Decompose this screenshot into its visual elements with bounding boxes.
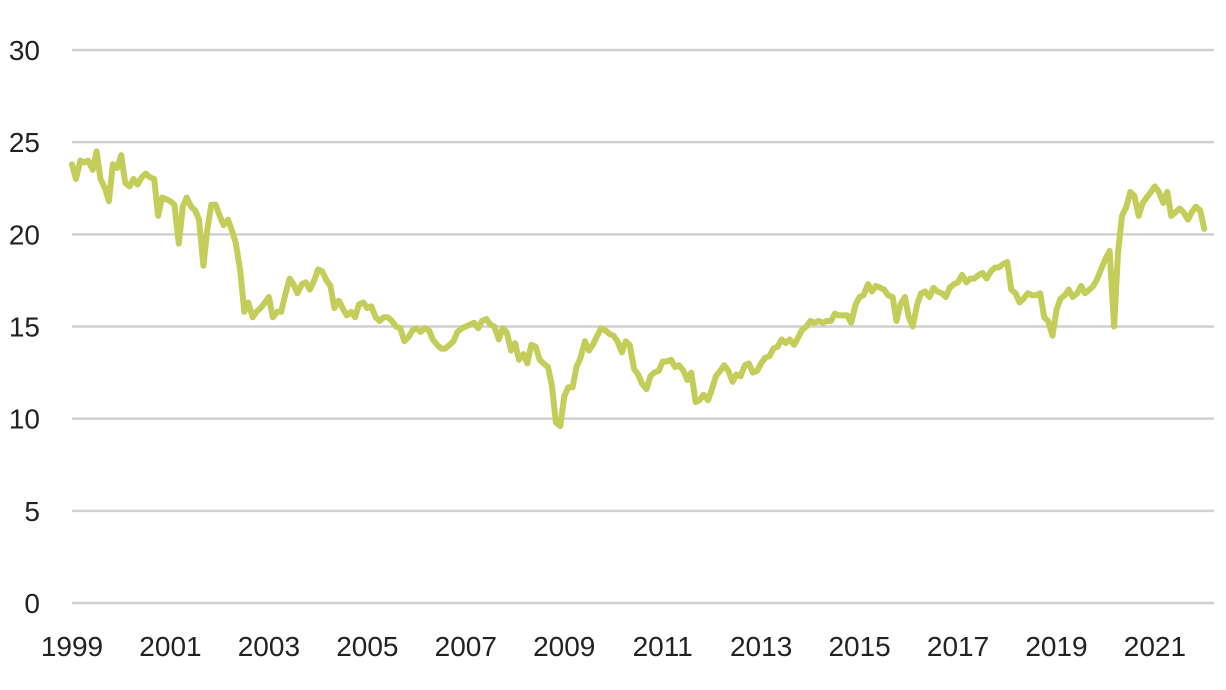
x-tick-label-2005: 2005	[336, 631, 398, 662]
y-tick-label-10: 10	[9, 404, 40, 435]
x-tick-label-2003: 2003	[238, 631, 300, 662]
x-axis-tick-labels: 1999 2001 2003 2005 2007 2009 2011 2013 2015 2017…	[41, 631, 1186, 662]
x-tick-label-2019: 2019	[1025, 631, 1087, 662]
y-tick-label-0: 0	[24, 588, 40, 619]
y-tick-label-30: 30	[9, 35, 40, 66]
series-line-0	[69, 148, 1208, 429]
x-tick-label-2021: 2021	[1124, 631, 1186, 662]
series-layer	[69, 148, 1208, 429]
x-tick-label-2001: 2001	[139, 631, 201, 662]
x-tick-label-2013: 2013	[730, 631, 792, 662]
x-tick-label-2009: 2009	[533, 631, 595, 662]
x-tick-label-2011: 2011	[633, 631, 693, 662]
y-tick-label-20: 20	[9, 219, 40, 250]
x-tick-label-2015: 2015	[828, 631, 890, 662]
x-tick-label-2007: 2007	[435, 631, 497, 662]
y-axis-tick-labels: 0 5 10 15 20 25 30	[9, 35, 40, 619]
y-tick-label-25: 25	[9, 127, 40, 158]
gridlines	[72, 48, 1214, 605]
x-tick-label-2017: 2017	[927, 631, 989, 662]
x-tick-label-1999: 1999	[41, 631, 103, 662]
y-tick-label-5: 5	[24, 496, 40, 527]
y-tick-label-15: 15	[9, 312, 40, 343]
